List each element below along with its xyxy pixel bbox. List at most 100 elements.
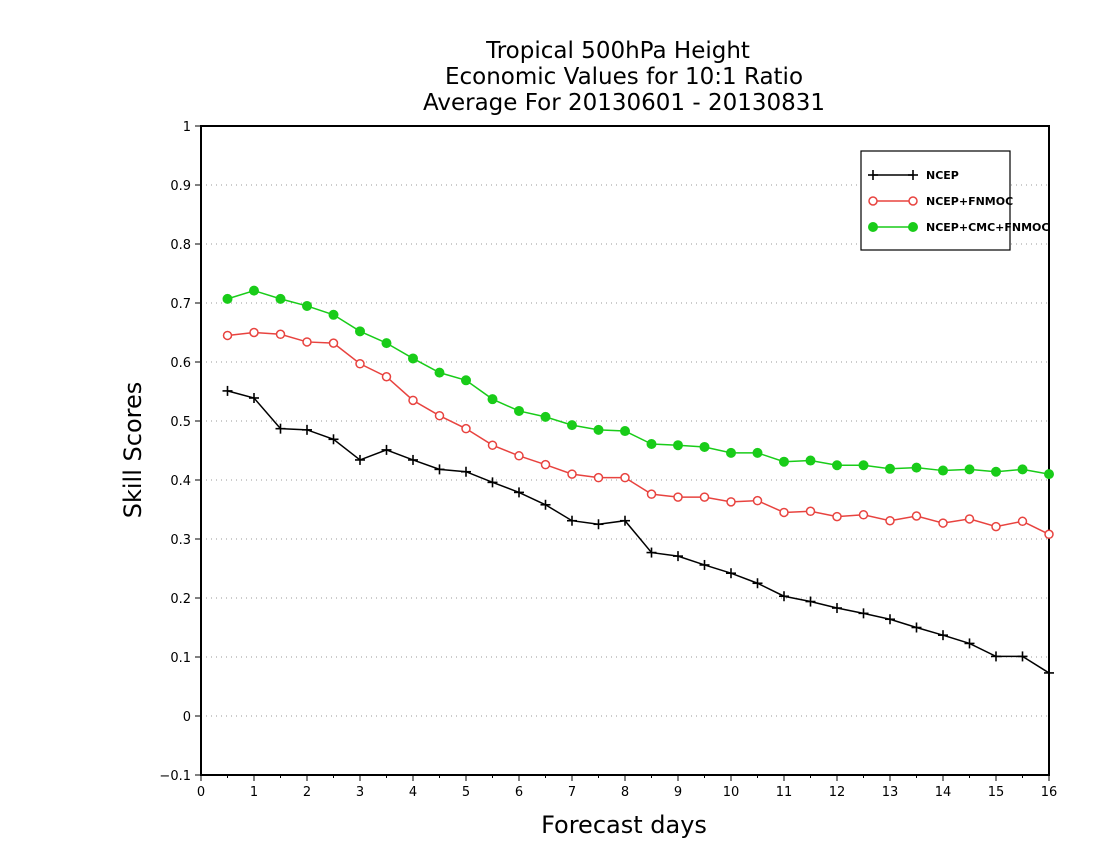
data-point — [1044, 469, 1054, 480]
data-point — [302, 300, 312, 311]
data-point — [222, 330, 233, 341]
plot-frame — [200, 125, 1050, 776]
data-point — [275, 423, 286, 434]
data-point — [673, 492, 683, 502]
chart-title-line-2: Economic Values for 10:1 Ratio — [445, 64, 803, 90]
legend-marker — [908, 222, 918, 232]
data-point — [991, 466, 1001, 477]
data-point — [593, 424, 604, 435]
data-point — [302, 424, 312, 435]
series-ncep-cmc-fnmoc — [222, 285, 1054, 480]
data-point — [302, 337, 312, 347]
data-point — [885, 463, 895, 474]
data-point — [991, 651, 1001, 662]
axes — [195, 125, 1050, 781]
x-tick-label: 3 — [356, 785, 364, 800]
y-tick-label: 0 — [183, 710, 191, 725]
data-point — [620, 472, 630, 483]
data-point — [858, 460, 869, 471]
x-tick-label: 5 — [462, 785, 470, 800]
legend-marker — [868, 222, 878, 232]
data-point — [249, 392, 259, 403]
y-tick-label: 0.8 — [170, 238, 191, 253]
x-tick-label: 2 — [303, 785, 311, 800]
data-point — [832, 511, 842, 522]
data-point — [938, 518, 948, 528]
data-point — [593, 519, 604, 530]
legend-marker — [868, 170, 878, 180]
x-tick-label: 6 — [515, 785, 523, 800]
data-point — [514, 487, 524, 498]
legend: NCEP NCEP+FNMOC NCEP+CMC+FNMOC — [860, 150, 1049, 251]
data-point — [355, 359, 365, 369]
x-tick-label: 8 — [621, 785, 629, 800]
data-point — [779, 591, 789, 602]
data-point — [275, 329, 286, 340]
series-ncep-fnmoc — [222, 327, 1054, 540]
series-line — [227, 331, 1050, 535]
data-point — [540, 459, 551, 470]
data-point — [355, 454, 365, 465]
data-point — [911, 511, 922, 521]
grid-lines — [201, 184, 1049, 717]
data-point — [567, 420, 577, 431]
x-tick-label: 10 — [723, 785, 740, 800]
data-point — [249, 285, 259, 296]
legend-label: NCEP — [926, 169, 959, 182]
chart-title-line-3: Average For 20130601 - 20130831 — [423, 90, 825, 116]
chart-title: Tropical 500hPa Height Economic Values f… — [423, 38, 825, 116]
data-point — [487, 394, 498, 405]
x-tick-label: 11 — [776, 785, 793, 800]
y-tick-label: −0.1 — [159, 769, 191, 784]
data-point — [885, 515, 895, 526]
data-point — [487, 477, 498, 488]
data-point — [938, 465, 948, 476]
data-point — [355, 326, 365, 337]
data-point — [673, 551, 683, 562]
data-point — [381, 338, 392, 349]
series-ncep — [222, 385, 1054, 678]
data-point — [832, 460, 842, 471]
data-point — [673, 440, 683, 451]
data-point — [381, 372, 392, 382]
data-point — [911, 462, 922, 473]
series-line — [227, 390, 1050, 674]
y-tick-label: 0.5 — [170, 415, 191, 430]
x-tick-label: 14 — [935, 785, 952, 800]
data-point — [752, 447, 763, 458]
x-tick-label: 13 — [882, 785, 899, 800]
data-point — [805, 506, 816, 517]
data-point — [328, 434, 339, 445]
legend-marker — [908, 170, 918, 180]
y-tick-label: 0.7 — [170, 297, 191, 312]
x-tick-label: 15 — [988, 785, 1005, 800]
x-tick-label: 0 — [197, 785, 205, 800]
data-point — [1017, 516, 1028, 527]
data-point — [540, 499, 551, 510]
data-point — [222, 293, 233, 304]
data-point — [1017, 464, 1028, 475]
data-point — [646, 439, 657, 450]
data-point — [328, 309, 339, 320]
data-point — [832, 603, 842, 614]
data-point — [964, 464, 975, 475]
y-tick-label: 0.9 — [170, 179, 191, 194]
x-tick-label: 9 — [674, 785, 682, 800]
data-point — [1044, 667, 1054, 678]
data-point — [514, 405, 524, 416]
data-point — [514, 451, 524, 461]
data-point — [779, 507, 789, 518]
data-point — [964, 638, 975, 649]
data-point — [911, 622, 922, 633]
data-point — [593, 472, 604, 483]
data-point — [752, 578, 763, 589]
data-point — [858, 608, 869, 619]
data-point — [699, 559, 710, 570]
data-point — [938, 630, 948, 641]
series-line — [227, 289, 1050, 475]
x-tick-label: 4 — [409, 785, 417, 800]
data-point — [249, 327, 259, 338]
data-point — [408, 353, 418, 364]
data-point — [461, 423, 471, 434]
